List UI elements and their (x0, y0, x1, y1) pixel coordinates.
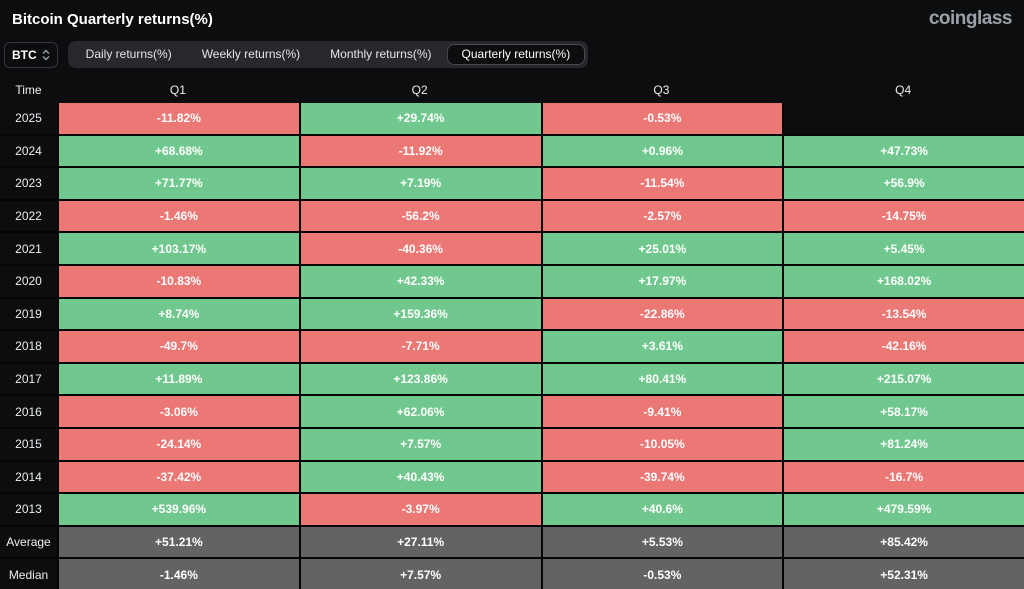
cell-2023-q2: +7.19% (300, 168, 541, 199)
cell-average-q1: +51.21% (59, 526, 299, 558)
tab-daily-returns[interactable]: Daily returns(%) (71, 44, 187, 65)
cell-2024-q4: +47.73% (784, 135, 1024, 167)
cell-2018-q3: +3.61% (542, 331, 783, 362)
cell-median-q4: +52.31% (784, 559, 1024, 589)
cell-2013-q1: +539.96% (59, 494, 299, 525)
symbol-select[interactable]: BTC (4, 41, 58, 68)
cell-average-q2: +27.11% (300, 526, 541, 558)
col-header-q4: Q4 (895, 82, 912, 97)
cell-2022-q4: -14.75% (784, 200, 1024, 232)
cell-2019-q1: +8.74% (59, 298, 299, 330)
cell-2020-q1: -10.83% (59, 265, 299, 297)
cell-2021-q3: +25.01% (542, 233, 783, 264)
cell-average-q3: +5.53% (542, 526, 783, 558)
row-label-2020: 2020 (0, 265, 57, 297)
cell-2017-q1: +11.89% (59, 363, 299, 395)
row-label-2014: 2014 (0, 461, 57, 493)
cell-2018-q2: -7.71% (300, 331, 541, 362)
returns-grid: 2025 -11.82% +29.74% -0.53% 2024 +68.68% -11.9… (0, 103, 1024, 589)
cell-2013-q4: +479.59% (784, 494, 1024, 525)
cell-2023-q3: -11.54% (542, 168, 783, 199)
cell-2015-q1: -24.14% (59, 428, 299, 460)
row-label-average: Average (0, 526, 57, 558)
cell-2017-q4: +215.07% (784, 363, 1024, 395)
row-label-2025: 2025 (0, 103, 57, 134)
row-label-2024: 2024 (0, 135, 57, 167)
col-header-q1: Q1 (169, 82, 186, 97)
cell-2022-q1: -1.46% (59, 200, 299, 232)
cell-2020-q3: +17.97% (542, 265, 783, 297)
cell-median-q2: +7.57% (300, 559, 541, 589)
symbol-select-value: BTC (12, 47, 37, 62)
cell-2021-q2: -40.36% (300, 233, 541, 264)
cell-2025-q2: +29.74% (300, 103, 541, 134)
row-label-2023: 2023 (0, 168, 57, 199)
cell-2014-q1: -37.42% (59, 461, 299, 493)
cell-2025-q1: -11.82% (59, 103, 299, 134)
tab-monthly-returns[interactable]: Monthly returns(%) (315, 44, 446, 65)
period-tabs: Daily returns(%) Weekly returns(%) Monthly… (67, 41, 589, 68)
cell-2016-q3: -9.41% (542, 396, 783, 427)
coinglass-logo: coinglass (928, 8, 1013, 29)
cell-2024-q1: +68.68% (59, 135, 299, 167)
cell-2019-q2: +159.36% (300, 298, 541, 330)
cell-2014-q4: -16.7% (784, 461, 1024, 493)
page-title: Bitcoin Quarterly returns(%) (12, 10, 213, 28)
cell-2020-q2: +42.33% (300, 265, 541, 297)
row-label-2016: 2016 (0, 396, 57, 427)
row-label-2017: 2017 (0, 363, 57, 395)
cell-2024-q2: -11.92% (300, 135, 541, 167)
cell-2015-q4: +81.24% (784, 428, 1024, 460)
cell-2023-q4: +56.9% (784, 168, 1024, 199)
cell-median-q1: -1.46% (59, 559, 299, 589)
cell-2014-q3: -39.74% (542, 461, 783, 493)
cell-2022-q2: -56.2% (300, 200, 541, 232)
cell-2015-q3: -10.05% (542, 428, 783, 460)
cell-2018-q1: -49.7% (59, 331, 299, 362)
table-header-row: Time Q1 Q2 Q3 Q4 (0, 76, 1024, 103)
cell-2016-q2: +62.06% (300, 396, 541, 427)
cell-2016-q4: +58.17% (784, 396, 1024, 427)
tab-quarterly-returns[interactable]: Quarterly returns(%) (446, 44, 586, 65)
cell-2013-q2: -3.97% (300, 494, 541, 525)
cell-2024-q3: +0.96% (542, 135, 783, 167)
row-label-2015: 2015 (0, 428, 57, 460)
cell-2025-q4 (784, 103, 1024, 134)
cell-2018-q4: -42.16% (784, 331, 1024, 362)
cell-average-q4: +85.42% (784, 526, 1024, 558)
cell-2017-q3: +80.41% (542, 363, 783, 395)
cell-2017-q2: +123.86% (300, 363, 541, 395)
tab-weekly-returns[interactable]: Weekly returns(%) (187, 44, 315, 65)
row-label-2022: 2022 (0, 200, 57, 232)
cell-2013-q3: +40.6% (542, 494, 783, 525)
cell-2014-q2: +40.43% (300, 461, 541, 493)
cell-2015-q2: +7.57% (300, 428, 541, 460)
cell-2019-q3: -22.86% (542, 298, 783, 330)
controls-row: BTC Daily returns(%) Weekly returns(%) Mon… (0, 41, 1024, 68)
cell-2023-q1: +71.77% (59, 168, 299, 199)
row-label-2021: 2021 (0, 233, 57, 264)
row-label-2019: 2019 (0, 298, 57, 330)
cell-2021-q1: +103.17% (59, 233, 299, 264)
cell-2019-q4: -13.54% (784, 298, 1024, 330)
cell-2020-q4: +168.02% (784, 265, 1024, 297)
row-label-2018: 2018 (0, 331, 57, 362)
row-label-median: Median (0, 559, 57, 589)
cell-2025-q3: -0.53% (542, 103, 783, 134)
updown-chevron-icon (42, 49, 50, 61)
cell-2022-q3: -2.57% (542, 200, 783, 232)
row-label-2013: 2013 (0, 494, 57, 525)
top-bar: Bitcoin Quarterly returns(%) coinglass (0, 0, 1024, 32)
col-header-time: Time (15, 82, 42, 97)
cell-median-q3: -0.53% (542, 559, 783, 589)
cell-2016-q1: -3.06% (59, 396, 299, 427)
cell-2021-q4: +5.45% (784, 233, 1024, 264)
col-header-q2: Q2 (411, 82, 428, 97)
col-header-q3: Q3 (653, 82, 670, 97)
